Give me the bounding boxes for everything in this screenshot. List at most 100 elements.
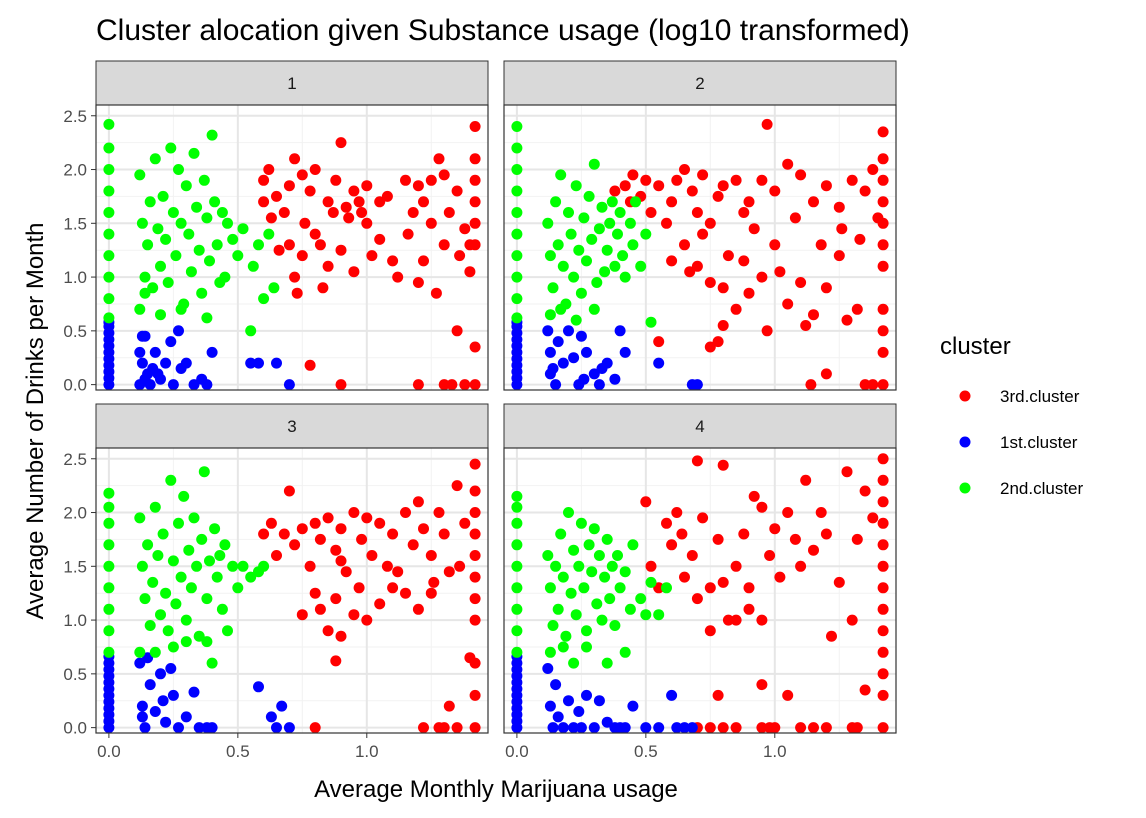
data-point-3rd-cluster	[443, 207, 455, 218]
data-point-3rd-cluster	[800, 474, 812, 486]
data-point-2nd-cluster	[555, 528, 567, 540]
data-point-2nd-cluster	[557, 571, 569, 583]
data-point-2nd-cluster	[183, 544, 195, 556]
data-point-3rd-cluster	[353, 196, 365, 208]
y-tick-label: 1.5	[63, 557, 87, 576]
data-point-3rd-cluster	[774, 266, 786, 278]
data-point-3rd-cluster	[356, 207, 368, 218]
data-point-3rd-cluster	[327, 207, 339, 218]
data-point-2nd-cluster	[227, 560, 239, 572]
data-point-3rd-cluster	[756, 722, 768, 734]
data-point-3rd-cluster	[469, 174, 481, 186]
x-axis-title: Average Monthly Marijuana usage	[314, 776, 678, 803]
data-point-3rd-cluster	[820, 368, 832, 380]
data-point-1st-cluster	[568, 352, 580, 364]
data-point-2nd-cluster	[555, 303, 567, 315]
data-point-2nd-cluster	[612, 550, 623, 561]
data-point-1st-cluster	[136, 700, 148, 712]
data-point-2nd-cluster	[180, 180, 192, 192]
data-point-3rd-cluster	[877, 153, 889, 165]
data-point-3rd-cluster	[454, 250, 466, 262]
data-point-1st-cluster	[144, 679, 156, 691]
data-point-2nd-cluster	[180, 636, 192, 648]
data-point-2nd-cluster	[511, 560, 523, 572]
data-point-3rd-cluster	[795, 169, 807, 181]
data-point-2nd-cluster	[544, 250, 556, 262]
data-point-2nd-cluster	[211, 239, 223, 251]
data-point-3rd-cluster	[430, 287, 442, 299]
data-point-3rd-cluster	[679, 571, 690, 583]
data-point-1st-cluster	[547, 722, 559, 734]
data-point-1st-cluster	[139, 373, 151, 385]
data-point-3rd-cluster	[374, 517, 386, 529]
data-point-1st-cluster	[173, 722, 184, 734]
data-point-3rd-cluster	[304, 359, 316, 371]
data-point-3rd-cluster	[469, 722, 481, 734]
data-point-2nd-cluster	[188, 147, 200, 159]
data-point-1st-cluster	[276, 700, 288, 712]
data-point-3rd-cluster	[800, 320, 812, 331]
data-point-3rd-cluster	[846, 174, 858, 186]
data-point-2nd-cluster	[588, 158, 600, 170]
data-point-3rd-cluster	[296, 609, 308, 621]
data-point-2nd-cluster	[599, 266, 611, 278]
data-point-3rd-cluster	[645, 207, 657, 218]
legend-entries: 3rd.cluster 1st.cluster 2nd.cluster	[959, 387, 1083, 498]
data-point-2nd-cluster	[640, 228, 652, 240]
data-point-3rd-cluster	[877, 474, 889, 486]
data-point-3rd-cluster	[704, 582, 716, 594]
data-point-2nd-cluster	[575, 517, 587, 529]
data-point-3rd-cluster	[469, 528, 481, 540]
data-point-3rd-cluster	[322, 512, 334, 524]
data-point-1st-cluster	[544, 346, 556, 358]
data-point-2nd-cluster	[103, 560, 115, 572]
data-point-3rd-cluster	[330, 544, 342, 556]
data-point-1st-cluster	[575, 722, 587, 734]
data-point-3rd-cluster	[454, 560, 466, 572]
data-point-2nd-cluster	[653, 609, 665, 621]
data-point-2nd-cluster	[245, 325, 257, 337]
data-point-3rd-cluster	[392, 566, 404, 578]
data-point-2nd-cluster	[103, 293, 115, 305]
data-point-1st-cluster	[149, 346, 161, 358]
data-point-2nd-cluster	[547, 282, 559, 294]
data-point-2nd-cluster	[596, 201, 608, 213]
data-point-2nd-cluster	[201, 312, 213, 324]
data-point-3rd-cluster	[815, 239, 827, 251]
data-point-1st-cluster	[253, 357, 264, 369]
data-point-3rd-cluster	[258, 174, 270, 186]
data-point-2nd-cluster	[570, 609, 582, 621]
data-point-2nd-cluster	[630, 196, 641, 208]
data-point-2nd-cluster	[219, 539, 231, 551]
data-point-1st-cluster	[588, 722, 600, 734]
data-point-3rd-cluster	[676, 528, 688, 540]
data-point-3rd-cluster	[841, 466, 853, 478]
data-point-3rd-cluster	[265, 212, 277, 224]
data-point-2nd-cluster	[557, 260, 569, 272]
data-point-2nd-cluster	[511, 293, 523, 305]
data-point-3rd-cluster	[782, 689, 794, 701]
data-point-2nd-cluster	[103, 207, 115, 218]
data-point-3rd-cluster	[446, 379, 458, 391]
data-point-3rd-cluster	[314, 533, 326, 545]
data-point-3rd-cluster	[469, 689, 481, 701]
data-point-3rd-cluster	[400, 587, 411, 599]
data-point-2nd-cluster	[511, 121, 523, 132]
data-point-2nd-cluster	[155, 260, 166, 272]
data-point-3rd-cluster	[877, 689, 889, 701]
data-point-3rd-cluster	[820, 528, 832, 540]
data-point-2nd-cluster	[144, 196, 156, 208]
data-point-1st-cluster	[552, 711, 564, 723]
chart-title: Cluster alocation given Substance usage …	[96, 14, 910, 47]
data-point-3rd-cluster	[774, 571, 786, 583]
data-point-2nd-cluster	[563, 507, 574, 518]
data-point-3rd-cluster	[283, 180, 295, 192]
data-point-3rd-cluster	[743, 287, 755, 299]
data-point-3rd-cluster	[619, 180, 631, 192]
data-point-3rd-cluster	[400, 507, 411, 518]
legend-label-3rd-cluster: 3rd.cluster	[1000, 387, 1080, 406]
y-tick-label: 1.0	[63, 268, 87, 287]
data-point-3rd-cluster	[443, 700, 455, 712]
data-point-2nd-cluster	[511, 312, 523, 324]
data-point-1st-cluster	[640, 722, 652, 734]
